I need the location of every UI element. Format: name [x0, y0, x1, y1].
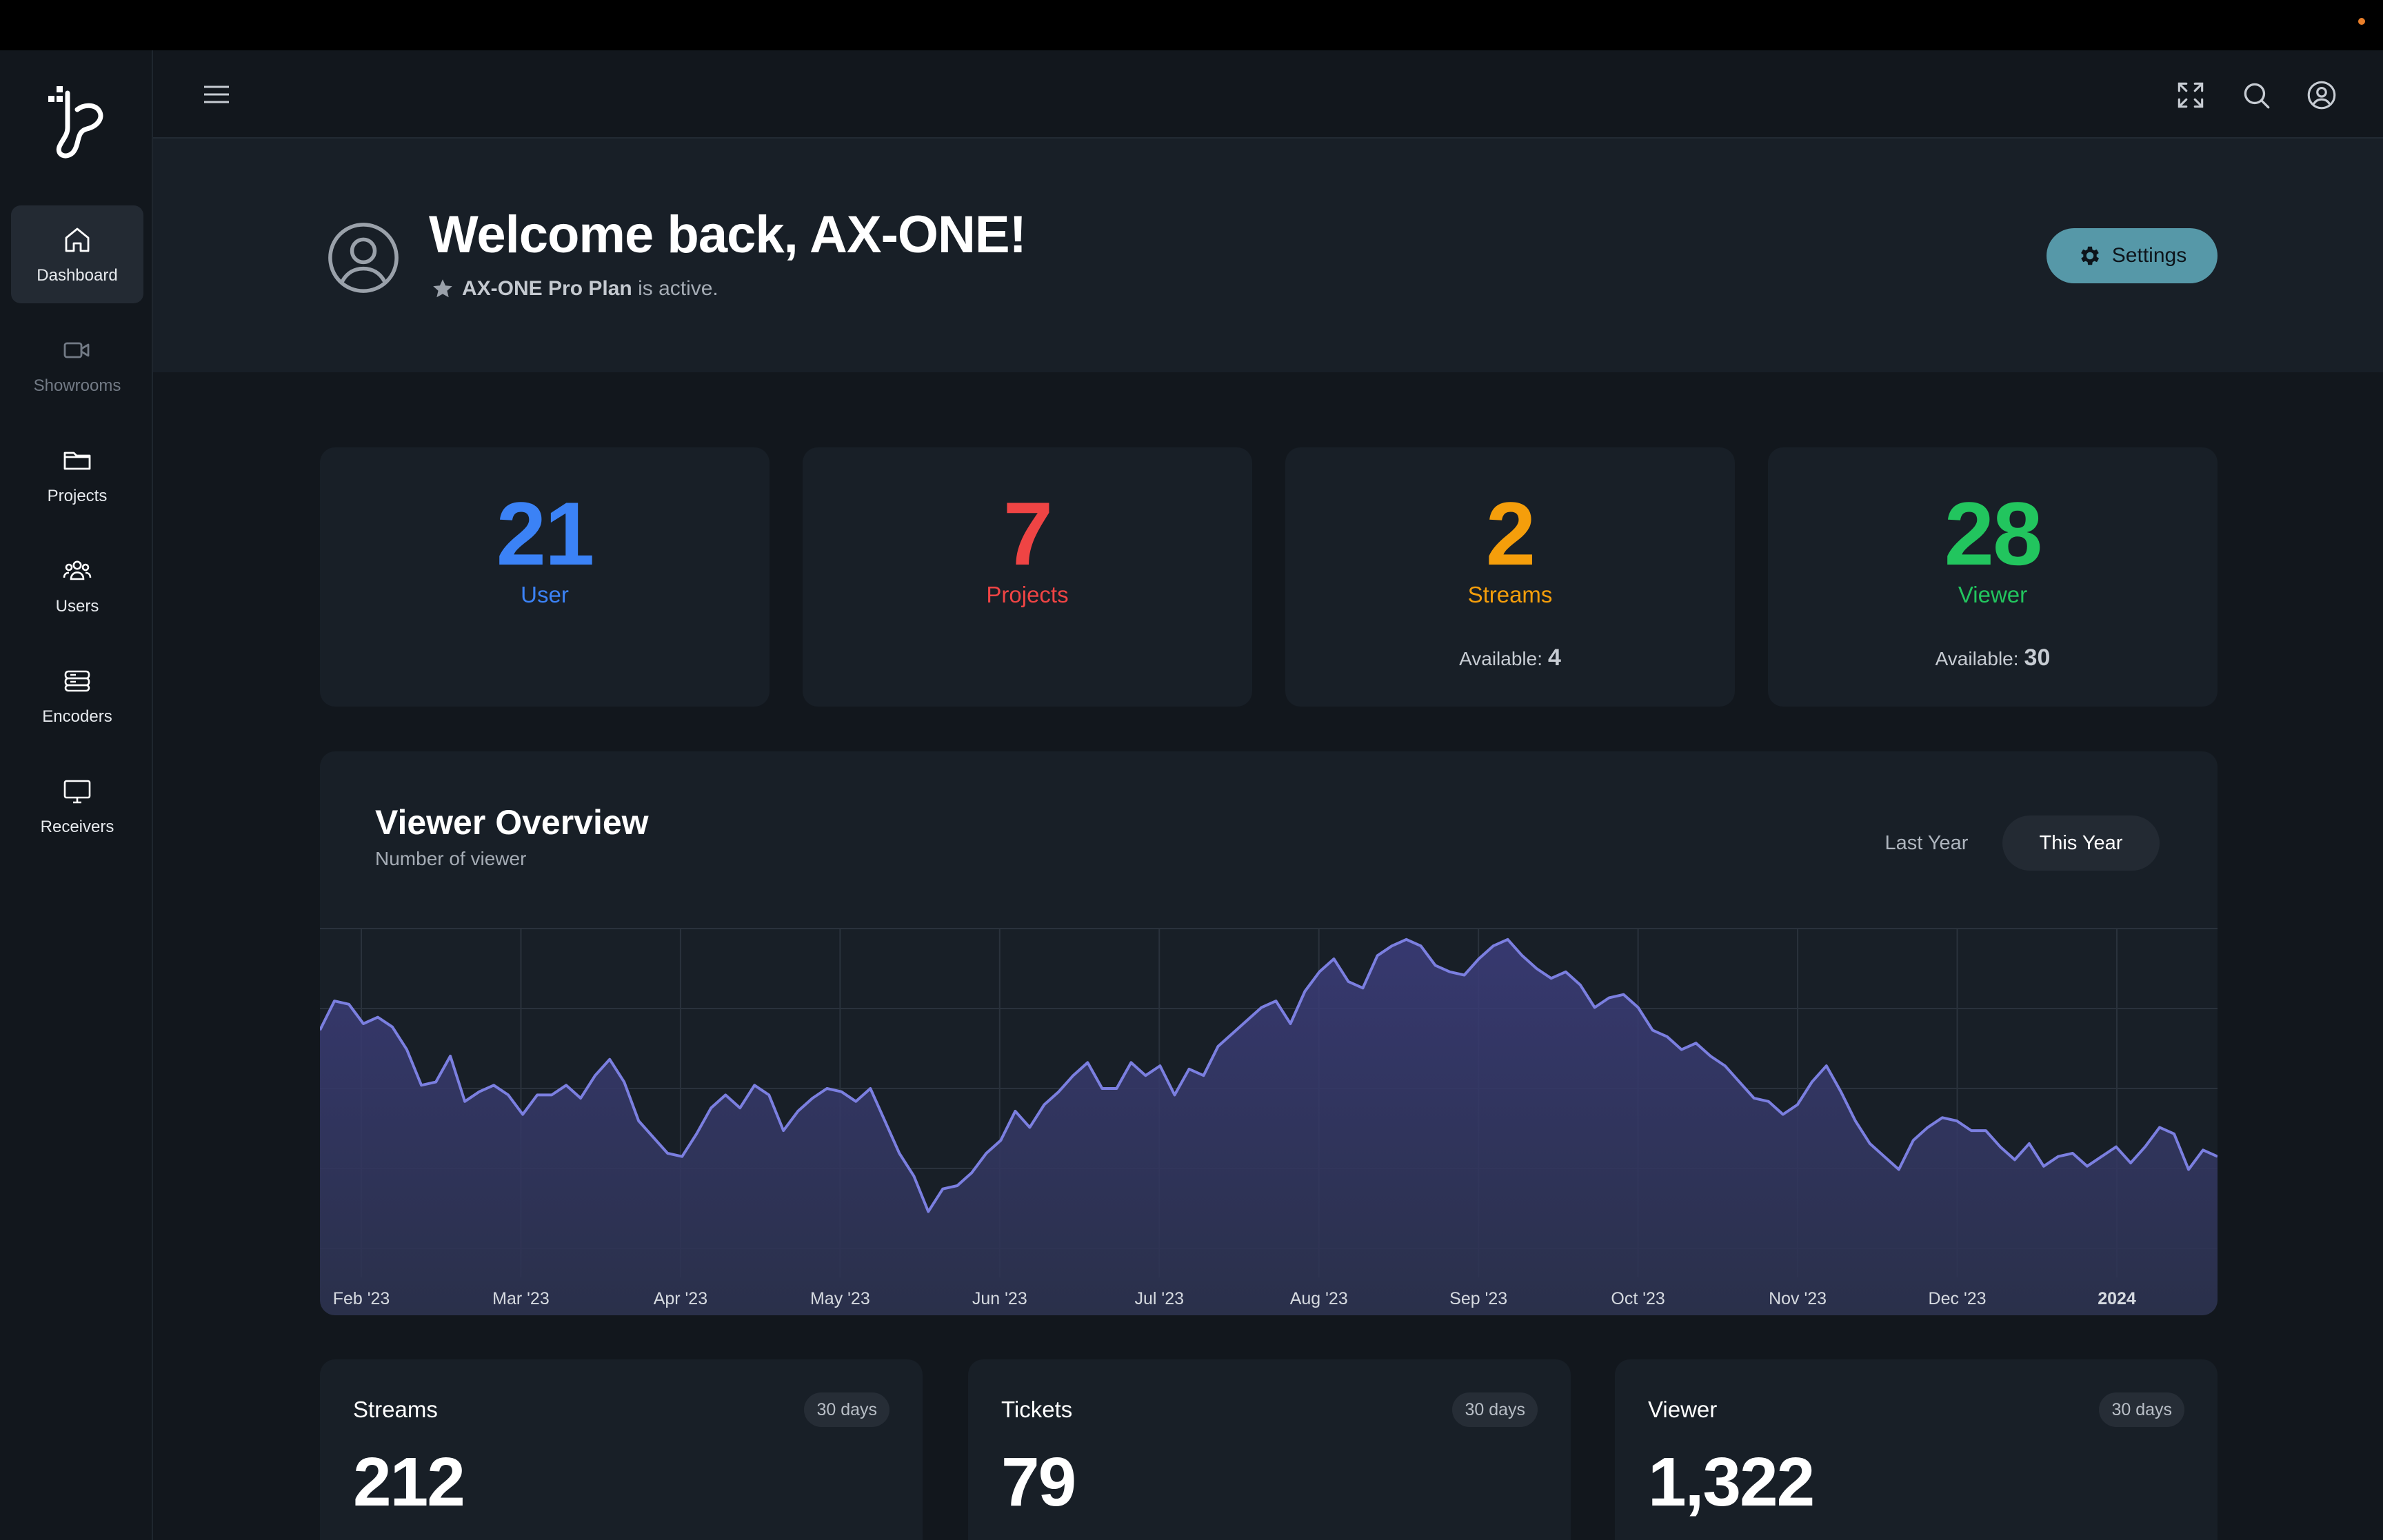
sidebar-item-receivers[interactable]: Receivers — [11, 757, 143, 855]
stat-card-user: 21 User — [320, 447, 770, 707]
stat-label: Projects — [986, 582, 1069, 607]
folder-icon — [63, 452, 91, 470]
search-icon[interactable] — [2239, 78, 2273, 112]
menu-icon[interactable] — [201, 81, 232, 108]
chart-x-tick-label: Mar '23 — [492, 1289, 550, 1308]
fullscreen-icon[interactable] — [2173, 78, 2208, 112]
stat-label: Viewer — [1958, 582, 2028, 607]
summary-card-value: 79 — [1001, 1443, 1076, 1521]
chart-title: Viewer Overview — [375, 803, 649, 842]
chart-x-tick-label: Oct '23 — [1611, 1289, 1665, 1308]
available-label: Available: — [1935, 648, 2019, 669]
stat-card-streams: 2 Streams Available: 4 — [1285, 447, 1735, 707]
sidebar-item-label: Projects — [47, 487, 108, 505]
chart-x-tick-label: Sep '23 — [1449, 1289, 1507, 1308]
stat-label: Streams — [1467, 582, 1553, 607]
settings-button[interactable]: Settings — [2047, 228, 2218, 283]
summary-card-viewer: Viewer 30 days 1,322 — [1615, 1359, 2218, 1540]
summary-card-value: 212 — [353, 1443, 465, 1521]
app-logo[interactable] — [48, 86, 110, 159]
viewer-chart: Feb '23 Mar '23 Apr '23 May '23 Jun '23 Jul '… — [320, 928, 2218, 1315]
stat-label: User — [521, 582, 569, 607]
video-camera-icon — [63, 342, 90, 358]
chart-subtitle: Number of viewer — [375, 848, 527, 869]
tab-this-year[interactable]: This Year — [2002, 815, 2160, 871]
sidebar-item-dashboard[interactable]: Dashboard — [11, 205, 143, 303]
chart-x-tick-label: Jul '23 — [1135, 1289, 1184, 1308]
chart-area-fill — [320, 939, 2218, 1315]
stat-card-projects: 7 Projects — [803, 447, 1252, 707]
summary-card-title: Streams — [353, 1397, 438, 1422]
sidebar-item-label: Receivers — [40, 818, 114, 836]
summary-card-streams: Streams 30 days 212 — [320, 1359, 923, 1540]
period-badge: 30 days — [2099, 1392, 2184, 1427]
settings-button-label: Settings — [2111, 244, 2187, 267]
stat-card-viewer: 28 Viewer Available: 30 — [1768, 447, 2218, 707]
user-avatar-icon — [328, 223, 399, 293]
sidebar-item-users[interactable]: Users — [11, 536, 143, 634]
stat-available: Available: 4 — [1285, 645, 1735, 671]
recording-indicator-dot — [2358, 18, 2365, 25]
top-header — [153, 50, 2383, 139]
chart-x-tick-label: May '23 — [810, 1289, 870, 1308]
system-top-bar — [0, 0, 2383, 50]
stat-available: Available: 30 — [1768, 645, 2218, 671]
star-icon — [433, 279, 452, 298]
sidebar: Dashboard Showrooms Projects Users Encod… — [0, 50, 153, 1540]
chart-x-tick-label: 2024 — [2098, 1289, 2136, 1308]
period-badge: 30 days — [804, 1392, 889, 1427]
sidebar-item-encoders[interactable]: Encoders — [11, 647, 143, 744]
sidebar-item-label: Dashboard — [37, 266, 118, 285]
available-value: 30 — [2024, 645, 2051, 671]
chart-x-tick-label: Aug '23 — [1290, 1289, 1348, 1308]
available-label: Available: — [1459, 648, 1542, 669]
sidebar-item-showrooms[interactable]: Showrooms — [11, 316, 143, 414]
chart-series-line — [320, 938, 2218, 1213]
sidebar-item-projects[interactable]: Projects — [11, 426, 143, 524]
summary-card-title: Tickets — [1001, 1397, 1073, 1422]
available-value: 4 — [1547, 645, 1561, 671]
account-icon[interactable] — [2304, 78, 2339, 112]
server-icon — [64, 670, 90, 692]
stat-value: 7 — [1003, 483, 1053, 584]
summary-card-title: Viewer — [1648, 1397, 1718, 1422]
chart-x-tick-label: Dec '23 — [1929, 1289, 1987, 1308]
plan-status-text: is active. — [638, 277, 718, 300]
viewer-area-chart: Feb '23 Mar '23 Apr '23 May '23 Jun '23 Jul '… — [320, 929, 2218, 1315]
sidebar-item-label: Showrooms — [33, 376, 121, 395]
viewer-overview-card: Viewer Overview Number of viewer Last Ye… — [320, 751, 2218, 1315]
chart-x-tick-label: Feb '23 — [333, 1289, 390, 1308]
sidebar-item-label: Users — [55, 597, 99, 616]
welcome-banner: Welcome back, AX-ONE! AX-ONE Pro Plan is… — [153, 139, 2383, 372]
users-icon — [63, 560, 92, 580]
stat-value: 28 — [1944, 483, 2043, 584]
stat-value: 21 — [496, 483, 595, 584]
monitor-icon — [63, 780, 91, 804]
sidebar-item-label: Encoders — [42, 707, 112, 726]
chart-x-tick-label: Jun '23 — [972, 1289, 1027, 1308]
stat-value: 2 — [1485, 483, 1536, 584]
chart-x-tick-label: Apr '23 — [654, 1289, 707, 1308]
period-badge: 30 days — [1452, 1392, 1538, 1427]
home-icon — [65, 227, 90, 252]
summary-card-tickets: Tickets 30 days 79 — [968, 1359, 1571, 1540]
plan-status: AX-ONE Pro Plan is active. — [430, 276, 718, 301]
page-title: Welcome back, AX-ONE! — [429, 205, 1027, 264]
summary-card-value: 1,322 — [1648, 1443, 1815, 1521]
plan-name: AX-ONE Pro Plan — [462, 277, 632, 300]
chart-x-tick-label: Nov '23 — [1769, 1289, 1827, 1308]
tab-last-year[interactable]: Last Year — [1884, 831, 1969, 854]
gear-icon — [2080, 246, 2099, 265]
